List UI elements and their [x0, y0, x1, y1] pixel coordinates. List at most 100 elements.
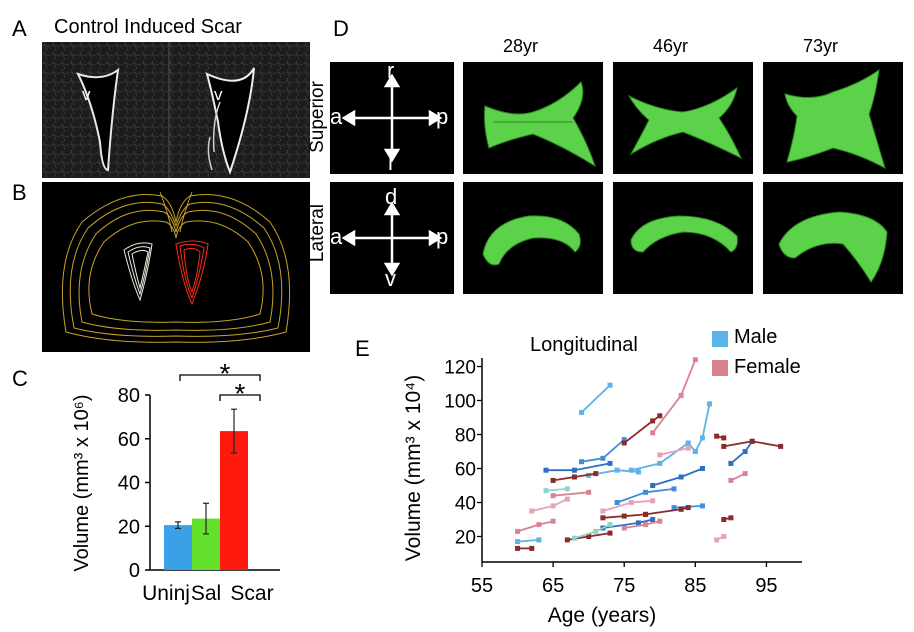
series-line: [553, 491, 589, 497]
y-tick-label: 40: [455, 494, 476, 515]
panel-b-contour-image: [42, 182, 310, 352]
y-axis-label: Volume (mm³ x 10⁶): [71, 394, 93, 571]
data-point: [628, 500, 634, 505]
x-category-label: Uninj: [142, 582, 190, 605]
data-point: [728, 515, 734, 521]
y-tick-label: 40: [118, 473, 140, 495]
data-point: [635, 469, 641, 475]
x-tick-label: 65: [542, 575, 564, 597]
data-point: [564, 537, 570, 543]
data-point: [571, 535, 577, 541]
data-point: [778, 443, 784, 449]
data-point: [657, 413, 663, 419]
panel-e-line-chart: 20 40 60 80 100 120 55 65 75 85 95 Age (years) Volum…: [402, 357, 802, 627]
data-point: [657, 460, 663, 466]
row-label-lateral: Lateral: [307, 203, 328, 263]
panel-e-title: Longitudinal: [530, 334, 638, 356]
series-line: [631, 441, 697, 472]
data-point: [692, 357, 698, 363]
data-point: [650, 517, 656, 522]
series-line: [602, 499, 653, 512]
data-point: [564, 496, 570, 502]
x-tick-label: 75: [613, 575, 635, 597]
data-point: [543, 467, 549, 473]
data-point: [650, 483, 656, 488]
data-point: [657, 452, 663, 458]
y-tick-label: 20: [118, 516, 140, 538]
data-point: [678, 392, 684, 398]
data-point: [721, 517, 727, 522]
legend-label-female: Female: [734, 356, 801, 378]
series-line: [659, 447, 689, 456]
y-tick-label: 120: [444, 358, 476, 379]
data-point: [671, 486, 677, 492]
axis-anterior-label-lateral: a: [330, 224, 343, 249]
y-tick-label: 80: [455, 426, 476, 447]
panel-a-micrographs: v v: [42, 42, 310, 178]
data-point: [621, 513, 627, 519]
render-lateral-73yr: [763, 182, 903, 294]
orientation-box-lateral: a p d v: [330, 182, 454, 294]
axis-dorsal-label: d: [385, 184, 398, 209]
sig-bracket-uninj-scar: [179, 374, 261, 381]
data-point: [628, 467, 634, 473]
axis-posterior-label-lateral: p: [436, 224, 449, 249]
bar: [220, 431, 248, 570]
panel-c-bar-chart: 0 20 40 60 80 Uninj Sal Scar Volume (mm³ x 10⁶) *…: [71, 358, 280, 605]
data-point: [529, 545, 535, 551]
data-point: [707, 401, 713, 407]
data-point: [699, 503, 705, 509]
x-tick-label: 95: [755, 575, 777, 597]
data-point: [685, 445, 691, 451]
panel-a-title: Control Induced Scar: [54, 16, 242, 38]
data-point: [543, 488, 549, 494]
data-point: [621, 525, 627, 531]
series-line: [517, 520, 554, 533]
data-point: [579, 459, 585, 465]
series-line: [694, 403, 711, 452]
data-point: [742, 471, 748, 477]
data-point: [579, 409, 585, 415]
age-header-73yr: 73yr: [803, 36, 839, 56]
data-point: [657, 518, 663, 524]
data-point: [721, 435, 727, 441]
series-line: [652, 467, 703, 487]
data-point: [749, 438, 755, 444]
data-point: [600, 455, 606, 461]
data-point: [550, 477, 556, 483]
panel-label-e: E: [355, 336, 370, 361]
data-point: [635, 520, 641, 526]
data-point: [593, 528, 599, 534]
data-point: [515, 528, 521, 534]
data-point: [571, 467, 577, 473]
data-point: [607, 460, 613, 466]
x-tick-label: 55: [471, 575, 493, 597]
data-point: [692, 449, 698, 454]
data-point: [650, 418, 656, 424]
age-header-28yr: 28yr: [503, 36, 539, 56]
data-point: [728, 460, 734, 466]
y-axis-label: Volume (mm³ x 10⁴): [402, 375, 425, 561]
data-point: [678, 474, 684, 480]
data-point: [678, 506, 684, 512]
panel-label-c: C: [12, 366, 28, 391]
data-point: [714, 433, 720, 439]
data-point: [529, 508, 535, 514]
data-point: [571, 474, 577, 480]
age-header-46yr: 46yr: [653, 36, 689, 56]
y-tick-label: 60: [455, 460, 476, 481]
data-point: [550, 503, 556, 509]
data-point: [685, 440, 691, 446]
series-line: [546, 462, 611, 472]
data-point: [728, 477, 734, 483]
series-line: [531, 498, 568, 512]
axis-ventral-label: v: [385, 266, 396, 291]
y-tick-label: 80: [118, 385, 140, 407]
axis-anterior-label: a: [330, 104, 343, 129]
data-point: [607, 530, 613, 536]
y-tick-label: 100: [444, 392, 476, 413]
data-point: [650, 498, 656, 504]
data-point: [614, 467, 620, 473]
y-tick-label: 0: [129, 560, 140, 582]
legend-swatch-male: [712, 331, 728, 347]
